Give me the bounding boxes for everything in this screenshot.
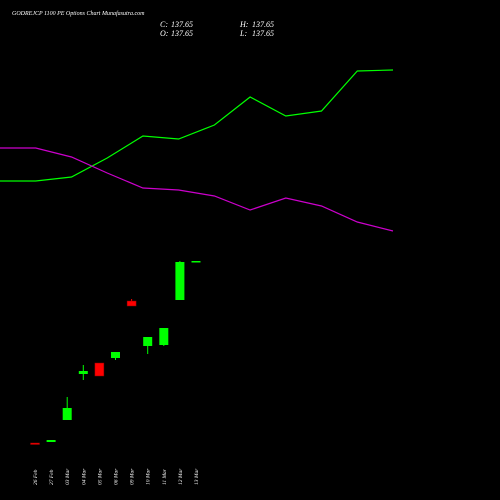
candle-body — [111, 352, 120, 358]
candle-body — [126, 300, 137, 307]
candle-body — [94, 362, 105, 377]
summary-label: L: — [239, 29, 247, 38]
x-tick-label: 12 Mar — [178, 468, 184, 485]
x-tick-label: 03 Mar — [65, 468, 71, 485]
x-tick-label: 27 Feb — [49, 469, 55, 485]
summary-value: 137.65 — [171, 29, 193, 38]
indicator-line — [0, 147, 394, 232]
x-tick-label: 11 Mar — [162, 468, 168, 485]
chart-title: GODREJCP 1100 PE Options Chart Munafasut… — [12, 10, 145, 17]
x-tick-label: 26 Feb — [33, 469, 39, 485]
summary-value: 137.65 — [171, 20, 193, 29]
candle-body — [143, 337, 153, 346]
candle-body — [175, 262, 185, 300]
summary-value: 137.65 — [252, 20, 274, 29]
x-tick-label: 05 Mar — [97, 468, 103, 485]
summary-label: H: — [239, 20, 249, 29]
candle-body — [30, 442, 40, 445]
x-tick-label: 13 Mar — [194, 468, 200, 485]
indicator-line — [0, 69, 394, 182]
x-tick-label: 04 Mar — [80, 468, 87, 485]
candle-body — [62, 408, 72, 420]
summary-value: 137.65 — [252, 29, 274, 38]
x-tick-label: 09 Mar — [130, 468, 136, 485]
candle-body — [78, 371, 88, 374]
x-tick-label: 10 Mar — [146, 468, 152, 485]
x-tick-label: 06 Mar — [114, 468, 120, 485]
summary-label: O: — [160, 29, 169, 38]
candle-body — [159, 328, 169, 345]
candle-body — [46, 440, 56, 442]
candle-body — [191, 261, 201, 263]
summary-label: C: — [160, 20, 168, 29]
